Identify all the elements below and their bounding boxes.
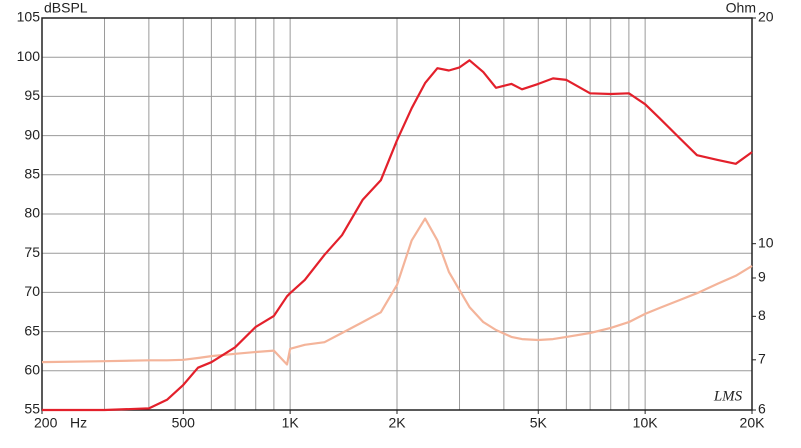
y2-tick-label: 20 [758, 9, 774, 25]
y-tick-label: 90 [24, 126, 40, 142]
x-tick-label: 500 [172, 415, 196, 431]
x-tick-label: 10K [633, 415, 659, 431]
series-line [42, 59, 753, 412]
y-tick-label: 80 [24, 205, 40, 221]
x-tick-label: 2K [388, 415, 406, 431]
y-tick-label: 65 [24, 322, 40, 338]
plot-frame [41, 17, 753, 411]
y-tick-label: 55 [24, 401, 40, 417]
y2-axis-title: Ohm [726, 0, 756, 16]
x-unit: Hz [70, 415, 87, 431]
logo: LMS [713, 388, 743, 404]
x-tick-label: 200 [34, 415, 58, 431]
y-tick-label: 85 [24, 166, 40, 182]
x-tick-label: 5K [530, 415, 548, 431]
x-tick-label: 20K [740, 415, 766, 431]
y-tick-label: 95 [24, 87, 40, 103]
y-tick-label: 70 [24, 283, 40, 299]
y2-tick-label: 7 [758, 351, 766, 367]
y2-tick-label: 9 [758, 269, 766, 285]
y-tick-label: 105 [17, 9, 41, 25]
y-tick-label: 60 [24, 362, 40, 378]
y2-tick-label: 8 [758, 307, 766, 323]
y-tick-label: 100 [17, 48, 41, 64]
series-line [41, 217, 753, 366]
y2-tick-label: 10 [758, 234, 774, 250]
y-tick-label: 75 [24, 244, 40, 260]
x-tick-label: 1K [282, 415, 300, 431]
y-axis-title: dBSPL [44, 0, 88, 16]
y2-tick-label: 6 [758, 401, 766, 417]
